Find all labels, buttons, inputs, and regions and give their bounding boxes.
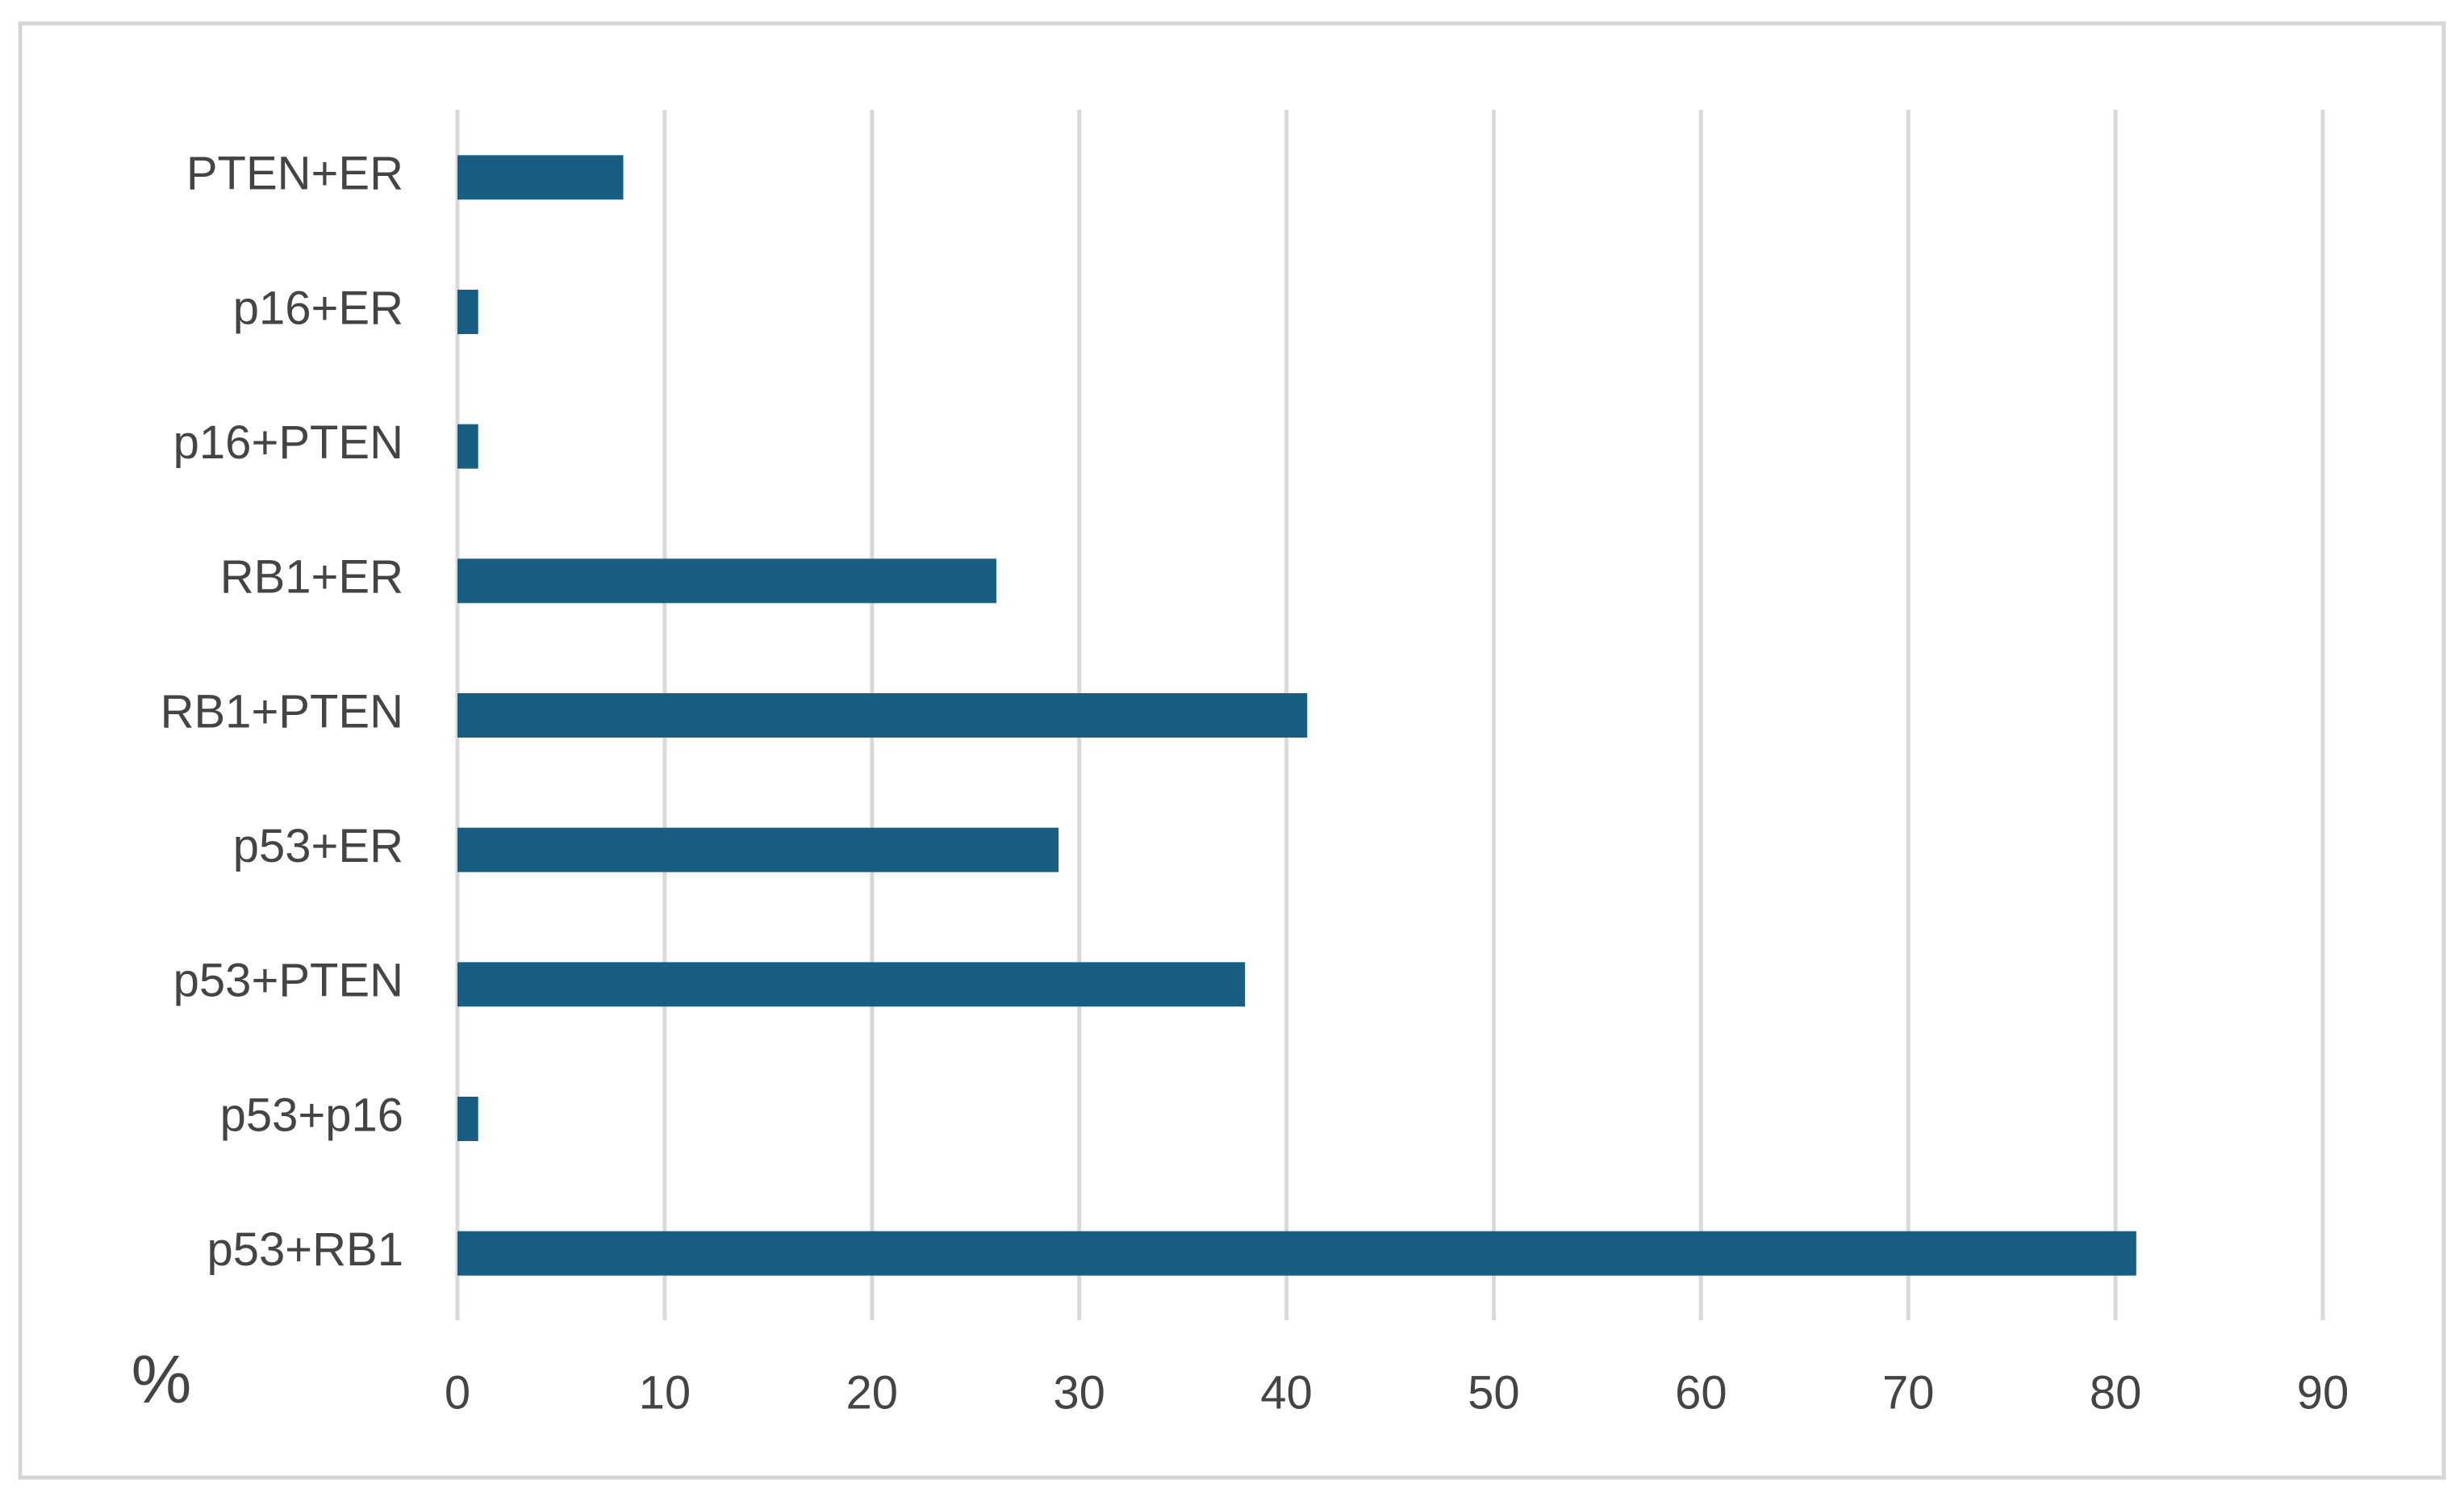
bar [457, 290, 478, 334]
bar [457, 693, 1308, 738]
x-tick-label: 40 [1260, 1366, 1313, 1419]
y-tick-label: p16+PTEN [173, 416, 403, 469]
y-tick-label: p53+PTEN [173, 955, 403, 1007]
bar [457, 1231, 2136, 1276]
x-tick-label: 0 [445, 1366, 470, 1419]
bar [457, 558, 996, 604]
x-tick-label: 10 [639, 1366, 691, 1419]
y-tick-label: RB1+ER [220, 551, 403, 604]
y-tick-label: RB1+PTEN [161, 685, 403, 738]
y-tick-label: p53+ER [233, 820, 403, 872]
y-tick-label: PTEN+ER [186, 148, 403, 200]
y-tick-label: p53+p16 [220, 1089, 403, 1141]
x-tick-label: 90 [2297, 1366, 2349, 1419]
bar [457, 827, 1059, 872]
bar [457, 1097, 478, 1141]
x-tick-label: 30 [1053, 1366, 1105, 1419]
bar [457, 962, 1246, 1007]
x-tick-label: 60 [1675, 1366, 1727, 1419]
axis-label: % [132, 1341, 192, 1417]
bar [457, 155, 624, 200]
y-tick-label: p16+ER [233, 282, 403, 334]
x-tick-label: 20 [846, 1366, 899, 1419]
x-tick-label: 80 [2090, 1366, 2142, 1419]
bar [457, 424, 478, 469]
x-tick-label: 50 [1468, 1366, 1520, 1419]
x-tick-label: 70 [1882, 1366, 1935, 1419]
y-tick-label: p53+RB1 [207, 1223, 403, 1276]
